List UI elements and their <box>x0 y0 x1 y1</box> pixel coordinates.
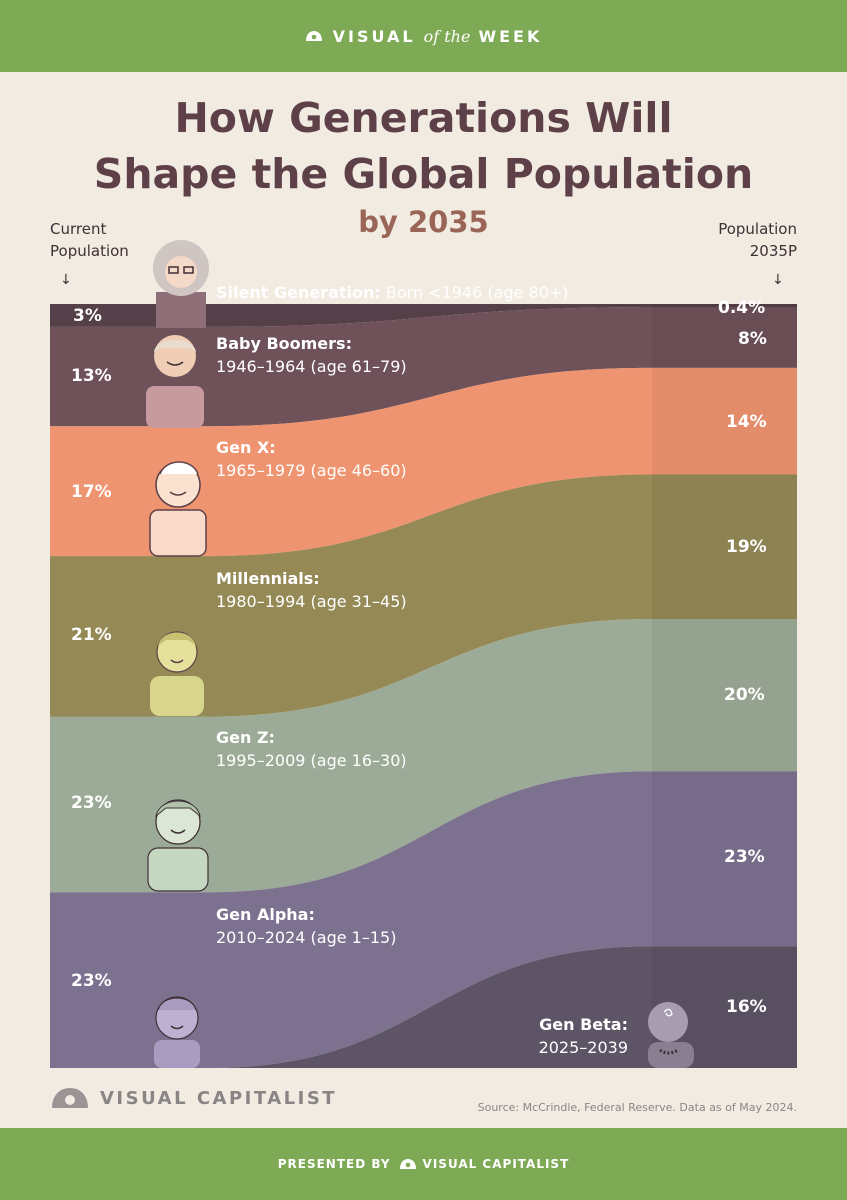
banner-mid: of the <box>423 26 471 46</box>
genx-current-pct: 17% <box>71 482 112 502</box>
silent-generation-figure-icon <box>153 240 209 328</box>
millennials-name: Millennials: <box>216 569 320 588</box>
gen-z-label: Gen Z: 1995–2009 (age 16–30) <box>216 726 407 772</box>
genx-2035-pct: 14% <box>726 412 767 432</box>
right-arrow-icon: ↓ <box>772 272 784 288</box>
millennials-figure-icon <box>150 631 204 716</box>
silent-generation-years: Born <1946 (age 80+) <box>385 283 569 302</box>
current-population-label: Current Population <box>50 218 129 262</box>
left-arrow-icon: ↓ <box>60 272 72 288</box>
gen-beta-years: 2025–2039 <box>538 1038 628 1057</box>
baby-boomers-years: 1946–1964 (age 61–79) <box>216 357 407 376</box>
band-baby-boomers <box>50 307 797 427</box>
band-gen-beta <box>50 946 797 1068</box>
genz-2035-pct: 20% <box>724 685 765 705</box>
banner-prefix: VISUAL <box>332 26 416 46</box>
gen-beta-figure-icon <box>648 1002 694 1068</box>
gen-beta-label: Gen Beta: 2025–2039 <box>500 1013 628 1059</box>
2035-label-line-2: 2035P <box>749 242 797 260</box>
gen-x-name: Gen X: <box>216 438 276 457</box>
source-note: Source: McCrindle, Federal Reserve. Data… <box>477 1101 797 1114</box>
silent-generation-label: Silent Generation: Born <1946 (age 80+) <box>216 281 569 304</box>
bottom-banner: PRESENTED BY VISUAL CAPITALIST <box>0 1128 847 1200</box>
silent-current-pct: 3% <box>73 306 102 326</box>
millennials-2035-pct: 19% <box>726 537 767 557</box>
presented-by-label: PRESENTED BY <box>277 1157 391 1171</box>
visual-capitalist-logo-icon <box>52 1088 88 1108</box>
baby-boomers-figure-icon <box>146 335 204 428</box>
band-silent-generation <box>50 304 797 327</box>
gen-z-figure-icon <box>147 799 209 892</box>
generation-figures <box>146 240 694 1068</box>
gen-x-years: 1965–1979 (age 46–60) <box>216 461 407 480</box>
alpha-current-pct: 23% <box>71 971 112 991</box>
gen-alpha-label: Gen Alpha: 2010–2024 (age 1–15) <box>216 903 396 949</box>
page-subtitle: by 2035 <box>358 205 489 239</box>
footer-brand: VISUAL CAPITALIST <box>50 1086 337 1110</box>
millennials-years: 1980–1994 (age 31–45) <box>216 592 407 611</box>
gen-alpha-name: Gen Alpha: <box>216 905 315 924</box>
gen-z-name: Gen Z: <box>216 728 275 747</box>
gen-z-years: 1995–2009 (age 16–30) <box>216 751 407 770</box>
band-millennials <box>50 474 797 717</box>
band-gen-x <box>50 367 797 557</box>
band-gen-alpha <box>50 771 797 1068</box>
chart-bands <box>50 304 797 1068</box>
silent-2035-pct: 0.4% <box>718 298 766 318</box>
baby-boomers-name: Baby Boomers: <box>216 334 352 353</box>
banner-suffix: WEEK <box>478 26 543 46</box>
millennials-label: Millennials: 1980–1994 (age 31–45) <box>216 567 407 613</box>
population-2035-label: Population 2035P <box>718 218 797 262</box>
visual-capitalist-icon <box>305 31 322 41</box>
gen-x-label: Gen X: 1965–1979 (age 46–60) <box>216 436 407 482</box>
presenter-logo-icon <box>399 1159 416 1169</box>
current-column <box>50 304 150 1068</box>
boomers-2035-pct: 8% <box>738 329 767 349</box>
millennials-current-pct: 21% <box>71 625 112 645</box>
gen-beta-name: Gen Beta: <box>539 1015 628 1034</box>
alpha-2035-pct: 23% <box>724 847 765 867</box>
page-title-line-2: Shape the Global Population <box>93 150 754 198</box>
genz-current-pct: 23% <box>71 793 112 813</box>
page-title-line-1: How Generations Will <box>174 94 673 142</box>
boomers-current-pct: 13% <box>71 366 112 386</box>
current-label-line-2: Population <box>50 242 129 260</box>
silent-generation-name: Silent Generation: <box>216 283 381 302</box>
gen-alpha-figure-icon <box>154 996 200 1068</box>
current-label-line-1: Current <box>50 220 107 238</box>
band-gen-z <box>50 619 797 893</box>
presenter-name: VISUAL CAPITALIST <box>422 1157 570 1171</box>
baby-boomers-label: Baby Boomers: 1946–1964 (age 61–79) <box>216 332 407 378</box>
projected-column <box>652 304 797 1068</box>
top-banner: VISUAL of the WEEK <box>0 0 847 72</box>
2035-label-line-1: Population <box>718 220 797 238</box>
footer-brand-name: VISUAL CAPITALIST <box>100 1087 338 1109</box>
gen-alpha-years: 2010–2024 (age 1–15) <box>216 928 397 947</box>
beta-2035-pct: 16% <box>726 997 767 1017</box>
gen-x-figure-icon <box>149 461 207 557</box>
